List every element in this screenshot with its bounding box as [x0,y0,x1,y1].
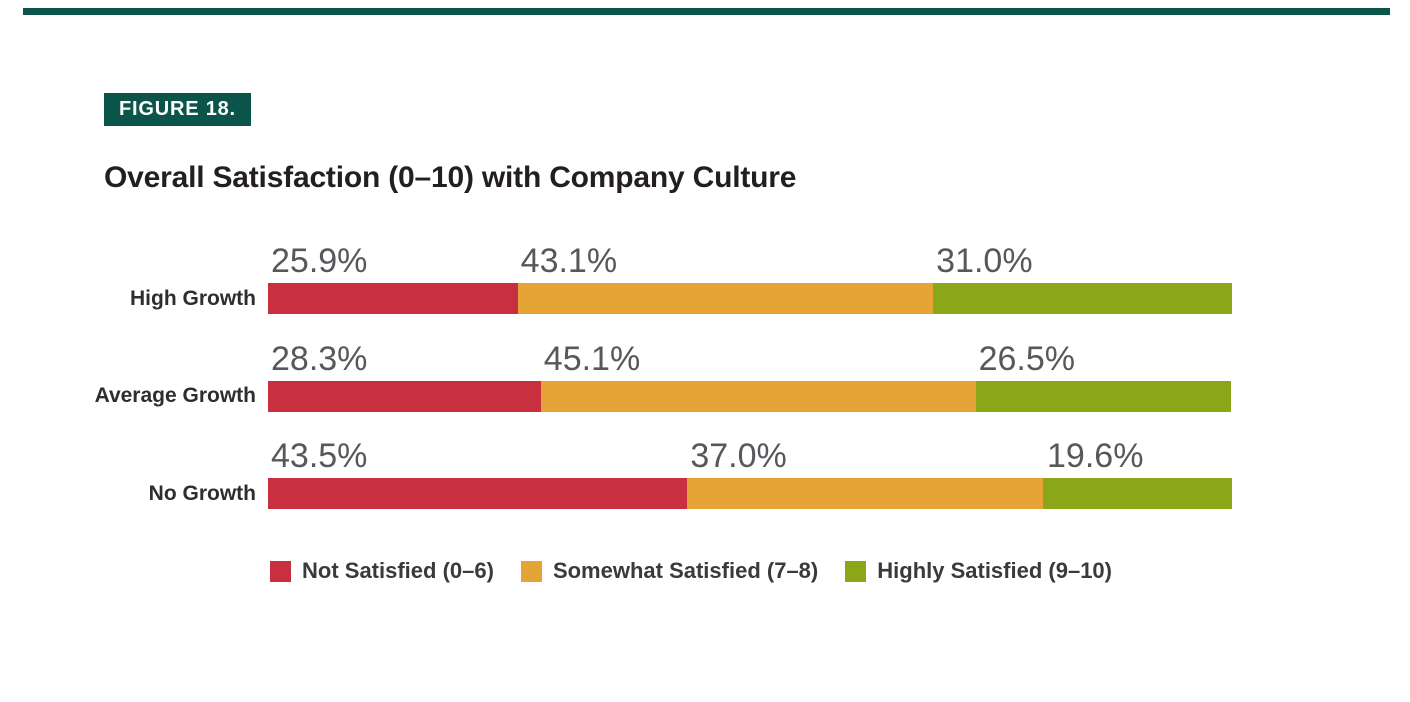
chart-title: Overall Satisfaction (0–10) with Company… [104,161,797,194]
bar-segment [1043,478,1232,509]
legend-swatch-red [270,560,291,582]
chart-row: No Growth 43.5% 37.0% 19.6% [149,439,1232,509]
top-accent-rule [23,8,1390,15]
legend-item-not-satisfied: Not Satisfied (0–6) [270,558,494,584]
legend-item-somewhat-satisfied: Somewhat Satisfied (7–8) [520,558,819,584]
chart-row: High Growth 25.9% 43.1% 31.0% [130,244,1232,314]
bar-segment [686,478,1044,509]
legend-label: Not Satisfied (0–6) [302,558,494,583]
stacked-bar [268,478,1232,509]
bar-segment [540,380,976,412]
bar-segment [268,283,518,314]
stacked-bar-chart: High Growth 25.9% 43.1% 31.0% Average Growth… [95,244,1232,576]
chart-legend: Not Satisfied (0–6) Somewhat Satisfied (… [270,558,1112,584]
value-label: 31.0% [936,242,1033,280]
value-label: 25.9% [271,242,368,280]
value-label: 43.1% [520,242,618,280]
value-label: 43.5% [271,437,368,475]
figure-badge: FIGURE 18. [104,93,251,126]
legend-label: Highly Satisfied (9–10) [877,558,1112,583]
value-label: 28.3% [271,339,368,378]
value-label: 37.0% [690,437,787,475]
value-label: 45.1% [543,339,641,378]
legend-item-highly-satisfied: Highly Satisfied (9–10) [845,558,1112,584]
legend-label: Somewhat Satisfied (7–8) [552,558,819,583]
bar-segment [933,283,1232,314]
bar-segment [975,380,1231,412]
stacked-bar [268,380,1232,412]
category-label: No Growth [148,481,256,505]
category-label: Average Growth [94,384,256,407]
chart-row: Average Growth 28.3% 45.1% 26.5% [95,342,1232,412]
value-label: 26.5% [978,339,1075,378]
legend-swatch-green [845,560,867,582]
category-label: High Growth [130,286,256,310]
bar-segment [268,380,541,412]
bar-segment [268,478,687,509]
bar-segment [517,283,934,314]
legend-swatch-amber [520,560,542,582]
stacked-bar [268,283,1232,314]
value-label: 19.6% [1047,437,1144,475]
